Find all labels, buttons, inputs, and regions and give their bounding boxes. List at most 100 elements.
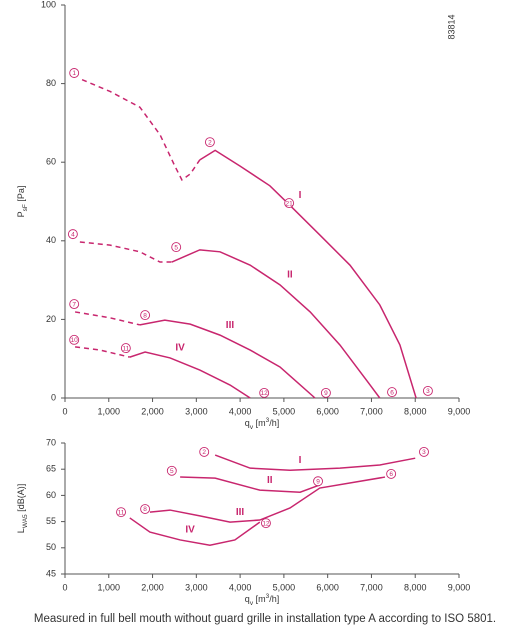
point-marker bbox=[386, 468, 397, 479]
operating-point: 5 bbox=[171, 242, 182, 253]
x-tick-label: 7,000 bbox=[360, 582, 383, 592]
x-tick-label: 1,000 bbox=[98, 406, 121, 416]
point-marker bbox=[171, 242, 182, 253]
operating-point: 6 bbox=[386, 468, 397, 479]
y-tick-label: 55 bbox=[46, 516, 56, 526]
x-tick-label: 8,000 bbox=[404, 582, 427, 592]
operating-point: 9 bbox=[320, 387, 331, 398]
x-tick-label: 0 bbox=[62, 582, 67, 592]
point-label: 11 bbox=[122, 345, 129, 352]
operating-point: 1 bbox=[69, 68, 80, 78]
x-tick-label: 8,000 bbox=[404, 406, 427, 416]
y-tick-label: 0 bbox=[51, 392, 56, 402]
operating-point: 21 bbox=[284, 198, 295, 209]
x-axis-label-part: 3 bbox=[266, 593, 270, 600]
y-axis-label-part: [Pa] bbox=[16, 186, 26, 205]
x-tick-label: 3,000 bbox=[185, 582, 208, 592]
point-marker bbox=[313, 476, 323, 487]
x-tick-label: 1,000 bbox=[98, 582, 121, 592]
point-marker bbox=[120, 343, 131, 354]
curve bbox=[129, 351, 251, 399]
x-tick-label: 9,000 bbox=[448, 582, 471, 592]
y-tick-label: 45 bbox=[46, 568, 56, 578]
x-axis-label-part: /h] bbox=[269, 594, 279, 604]
curve-label: IV bbox=[175, 343, 185, 354]
point-marker bbox=[204, 137, 215, 148]
x-axis-label-part: v bbox=[250, 600, 254, 607]
point-marker bbox=[67, 229, 78, 240]
operating-point: 5 bbox=[166, 465, 177, 476]
point-marker bbox=[140, 310, 151, 321]
y-axis-label-part: P bbox=[16, 211, 26, 217]
point-label: 12 bbox=[261, 390, 269, 397]
x-tick-label: 2,000 bbox=[141, 406, 164, 416]
curve bbox=[171, 249, 381, 399]
x-tick-label: 5,000 bbox=[273, 406, 296, 416]
y-tick-label: 60 bbox=[46, 490, 56, 500]
x-axis-label-part: q bbox=[245, 594, 250, 604]
y-tick-label: 100 bbox=[41, 0, 56, 9]
point-label: 21 bbox=[286, 200, 294, 207]
point-label: 8 bbox=[143, 506, 147, 513]
point-label: 7 bbox=[72, 301, 76, 308]
curve-label: I bbox=[299, 190, 302, 201]
y-tick-label: 70 bbox=[46, 437, 56, 447]
point-label: 8 bbox=[143, 312, 147, 319]
point-marker bbox=[69, 68, 80, 78]
point-marker bbox=[259, 387, 270, 398]
point-marker bbox=[140, 504, 151, 514]
x-tick-label: 9,000 bbox=[448, 406, 471, 416]
x-tick-label: 4,000 bbox=[229, 582, 252, 592]
x-axis-label-part: /h] bbox=[269, 418, 279, 428]
footnote: Measured in full bell mouth without guar… bbox=[34, 613, 496, 625]
point-label: 1 bbox=[72, 70, 76, 77]
operating-point: 3 bbox=[422, 385, 433, 396]
y-axis-label-part: sF bbox=[22, 204, 29, 211]
x-axis-label: qv [m3/h] bbox=[245, 593, 279, 607]
y-tick-label: 20 bbox=[46, 314, 56, 324]
y-tick-label: 50 bbox=[46, 542, 56, 552]
y-axis-label: PsF [Pa] bbox=[16, 186, 29, 218]
y-tick-label: 60 bbox=[46, 157, 56, 167]
x-tick-label: 7,000 bbox=[360, 406, 383, 416]
y-axis-label-part: L bbox=[16, 528, 26, 533]
x-tick-label: 3,000 bbox=[185, 406, 208, 416]
point-label: 9 bbox=[316, 478, 320, 485]
x-tick-label: 4,000 bbox=[229, 406, 252, 416]
dashed-curve bbox=[81, 78, 201, 181]
curve bbox=[139, 319, 316, 399]
operating-point: 9 bbox=[313, 476, 323, 487]
y-axis-label-part: [dB(A)] bbox=[16, 484, 26, 515]
point-label: 5 bbox=[170, 468, 174, 475]
curve-label: IV bbox=[185, 525, 195, 536]
point-marker bbox=[116, 507, 126, 518]
operating-point: 2 bbox=[199, 446, 210, 457]
x-axis-label-part: v bbox=[250, 424, 254, 431]
operating-point: 6 bbox=[387, 387, 397, 398]
point-label: 3 bbox=[422, 449, 426, 456]
curve bbox=[129, 517, 261, 546]
point-label: 2 bbox=[202, 449, 206, 456]
point-label: 3 bbox=[426, 388, 430, 395]
x-axis-label-part: [m bbox=[253, 418, 266, 428]
curve bbox=[214, 454, 416, 471]
point-marker bbox=[166, 465, 177, 476]
point-label: 6 bbox=[389, 471, 393, 478]
point-marker bbox=[69, 334, 80, 345]
point-label: 9 bbox=[324, 390, 328, 397]
dashed-curve bbox=[74, 311, 141, 326]
curve-label: I bbox=[299, 455, 302, 466]
point-marker bbox=[284, 198, 295, 209]
y-tick-label: 40 bbox=[46, 235, 56, 245]
point-label: 4 bbox=[71, 231, 75, 238]
point-label: 11 bbox=[118, 509, 125, 516]
operating-point: 7 bbox=[69, 299, 80, 310]
operating-point: 8 bbox=[140, 310, 151, 321]
point-label: 12 bbox=[262, 520, 270, 527]
point-label: 2 bbox=[208, 139, 212, 146]
y-tick-label: 65 bbox=[46, 464, 56, 474]
operating-point: 2 bbox=[204, 137, 215, 148]
curve bbox=[149, 476, 386, 523]
y-axis-label: LWA5 [dB(A)] bbox=[16, 484, 29, 533]
